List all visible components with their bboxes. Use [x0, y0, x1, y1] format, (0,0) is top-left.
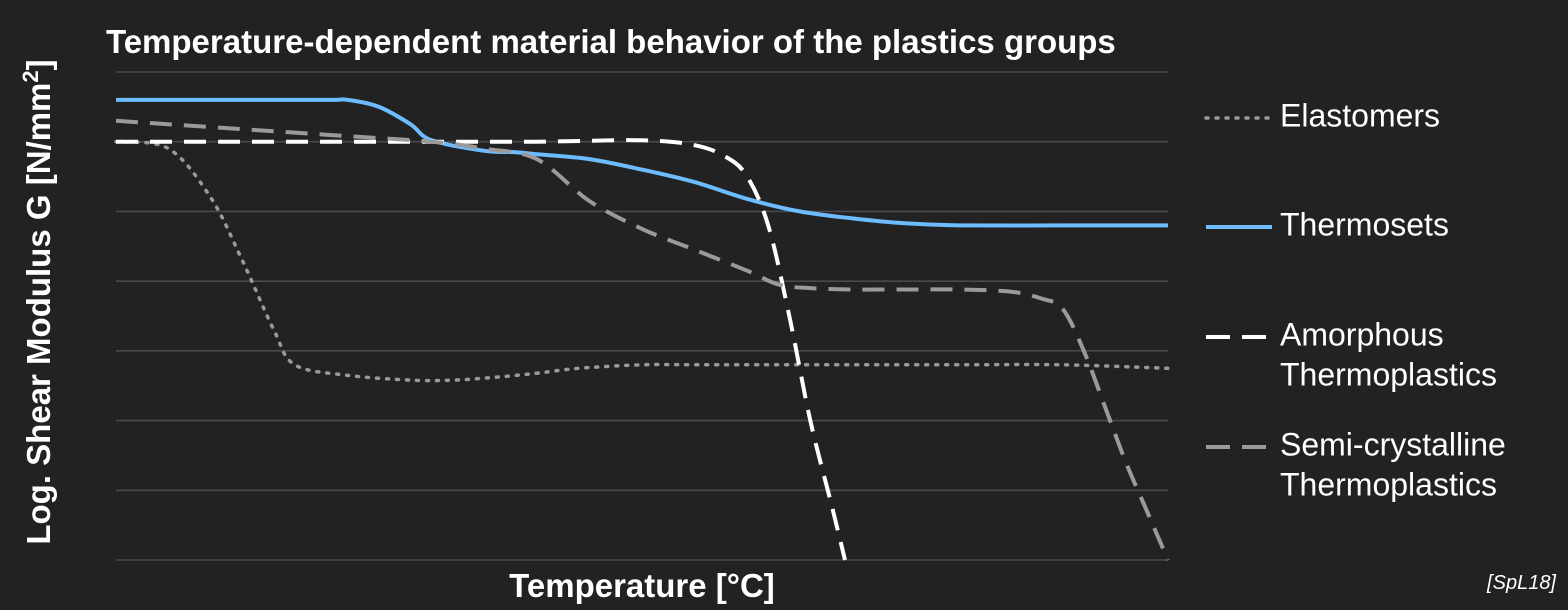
y-axis-label: Log. Shear Modulus G [N/mm2] [18, 59, 57, 544]
gridlines [116, 71, 1168, 561]
legend-label-elastomers: Elastomers [1280, 97, 1440, 133]
series-line-thermosets [116, 97, 1168, 228]
legend: Elastomers Thermosets Amorphous Thermoplast… [1204, 97, 1506, 502]
plot-series [114, 97, 1170, 561]
legend-label-semi-crystalline-thermoplastics: Semi-crystalline Thermoplastics [1280, 426, 1506, 502]
series-line-semi-crystalline-thermoplastics [115, 118, 1170, 561]
series-line-amorphous-thermoplastics [116, 138, 847, 561]
series-line-elastomers [114, 139, 1170, 383]
legend-label-thermosets: Thermosets [1280, 206, 1449, 242]
chart-title: Temperature-dependent material behavior … [106, 23, 1116, 60]
legend-label-amorphous-thermoplastics: Amorphous Thermoplastics [1280, 316, 1497, 392]
x-axis-label: Temperature [°C] [509, 567, 775, 604]
source-citation: [SpL18] [1486, 572, 1556, 594]
y-axis-label-superscript: 2 [18, 70, 43, 82]
